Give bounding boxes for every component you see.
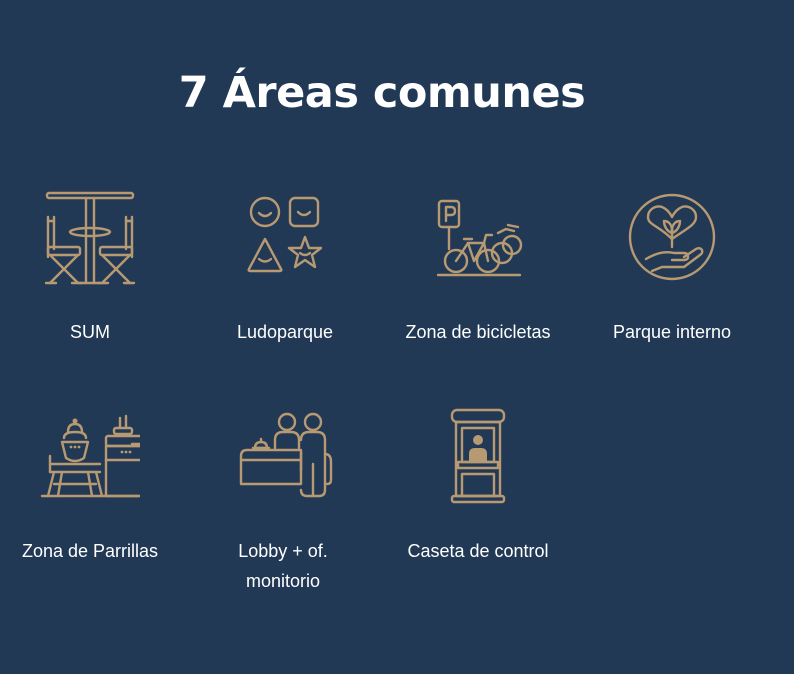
play-shapes-icon <box>247 196 323 273</box>
table-chairs-icon <box>44 191 136 285</box>
amenity-label: Parque interno <box>612 322 732 342</box>
amenity-sum: SUM <box>0 187 180 347</box>
amenity-ludoparque: Ludoparque <box>195 187 375 347</box>
amenity-label: Caseta de control <box>407 541 549 561</box>
heart-plant-icon <box>628 193 716 281</box>
amenity-label: Ludoparque <box>236 322 334 342</box>
section-title: 7 Áreas comunes <box>178 68 586 118</box>
reception-desk-icon <box>239 412 333 498</box>
amenity-parrillas: Zona de Parrillas <box>0 406 180 566</box>
amenity-lobby: Lobby + of. monitorio <box>193 406 373 596</box>
amenity-label: SUM <box>70 322 110 342</box>
amenity-label: Zona de bicicletas <box>405 322 551 342</box>
security-booth-icon <box>450 408 506 504</box>
bicycle-parking-icon <box>436 199 523 277</box>
amenity-label: Zona de Parrillas <box>21 541 159 561</box>
grill-area-icon <box>40 414 140 498</box>
amenity-bicicletas: Zona de bicicletas <box>388 187 568 347</box>
amenity-caseta: Caseta de control <box>388 406 568 566</box>
amenity-parque: Parque interno <box>582 187 762 347</box>
amenity-label: Lobby + of. monitorio <box>238 541 328 591</box>
